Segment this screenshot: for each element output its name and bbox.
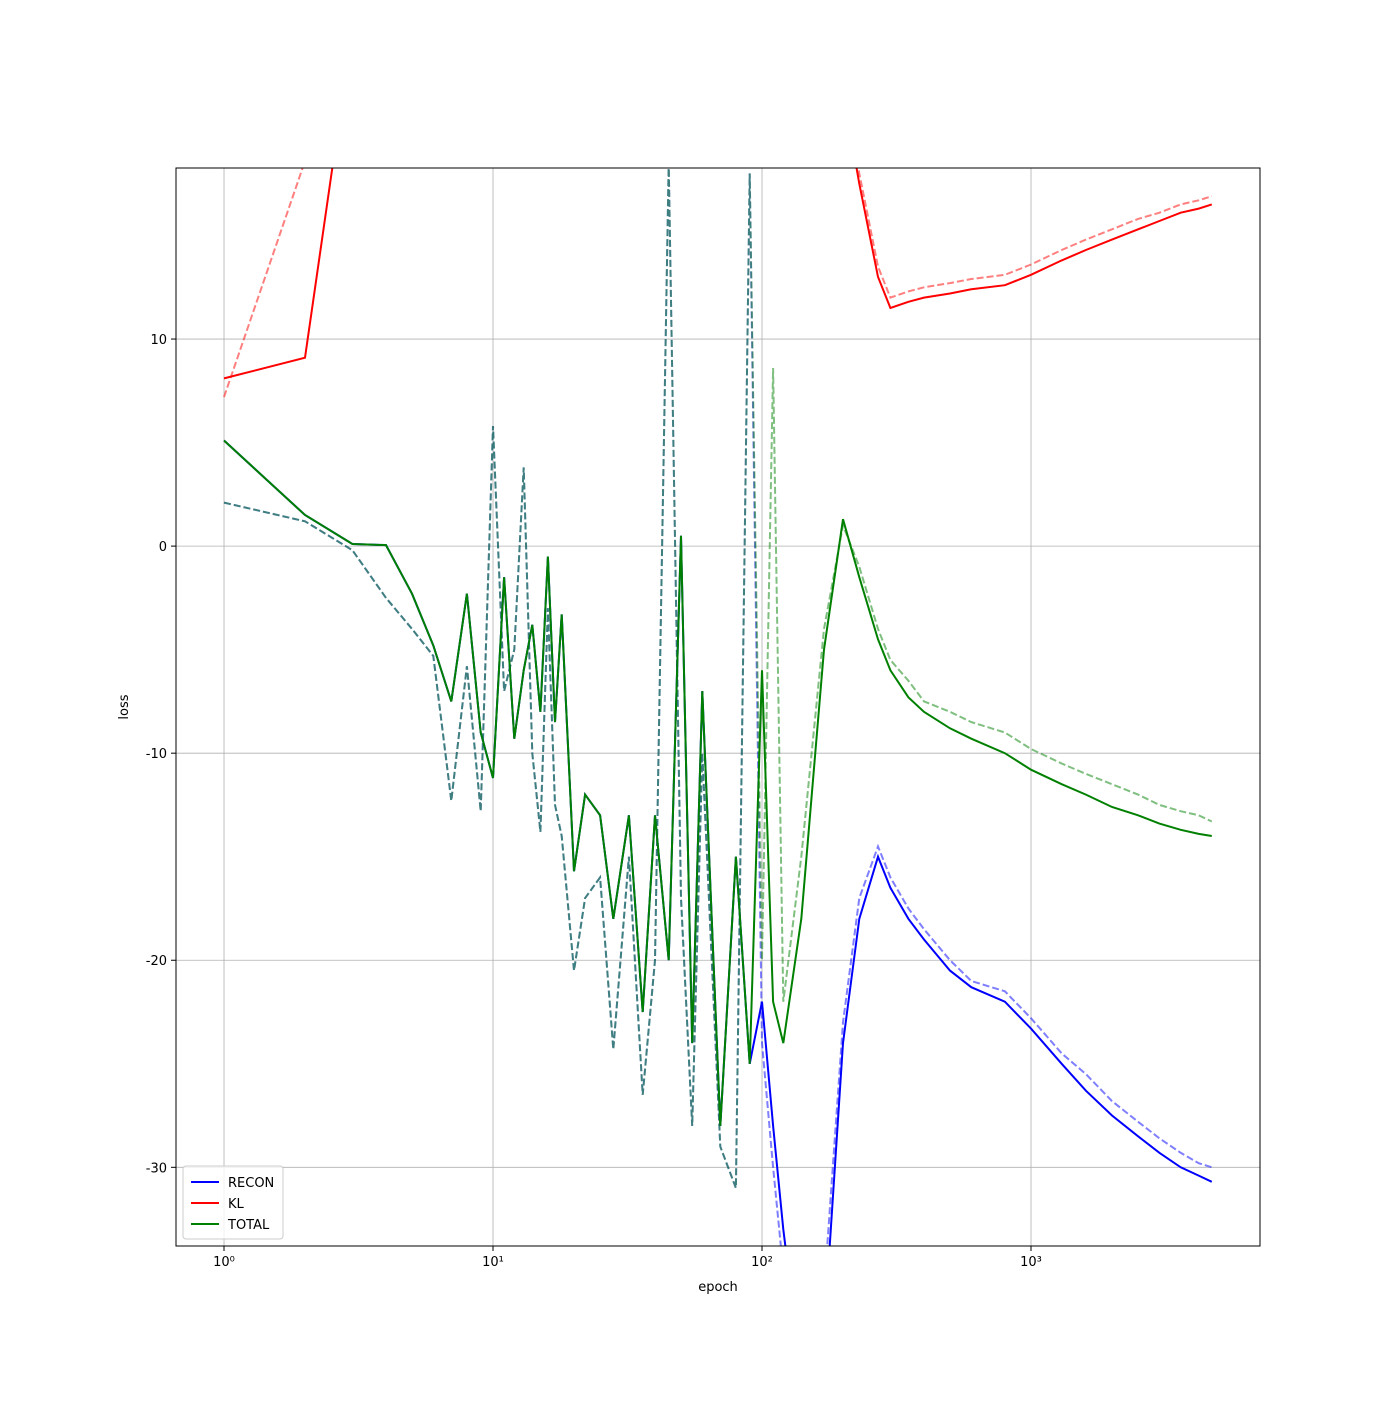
x-tick-label: 10³: [1020, 1255, 1042, 1270]
x-axis-label: epoch: [698, 1280, 738, 1295]
legend-label: RECON: [228, 1176, 274, 1191]
series-line: [223, 439, 1212, 1126]
x-tick-label: 10⁰: [213, 1255, 235, 1270]
x-tick-label: 10²: [751, 1255, 773, 1270]
plot-frame: [175, 167, 1261, 1247]
series-line: [223, 168, 1213, 398]
y-tick-label: 0: [159, 540, 167, 555]
series-line: [223, 439, 1213, 1246]
legend-label: KL: [228, 1197, 245, 1212]
y-tick-label: -10: [146, 747, 167, 762]
y-tick-label: -20: [146, 954, 167, 969]
legend-label: TOTAL: [227, 1218, 270, 1233]
series-line: [223, 168, 1213, 1246]
y-axis-label: loss: [117, 694, 132, 719]
legend-box: [182, 1165, 284, 1240]
y-tick-label: 10: [150, 333, 167, 348]
x-tick-label: 10¹: [482, 1255, 504, 1270]
series-line: [223, 168, 1213, 1189]
series-line: [223, 168, 1213, 380]
y-tick-label: -30: [146, 1161, 167, 1176]
plot-lines: [223, 168, 1213, 1246]
